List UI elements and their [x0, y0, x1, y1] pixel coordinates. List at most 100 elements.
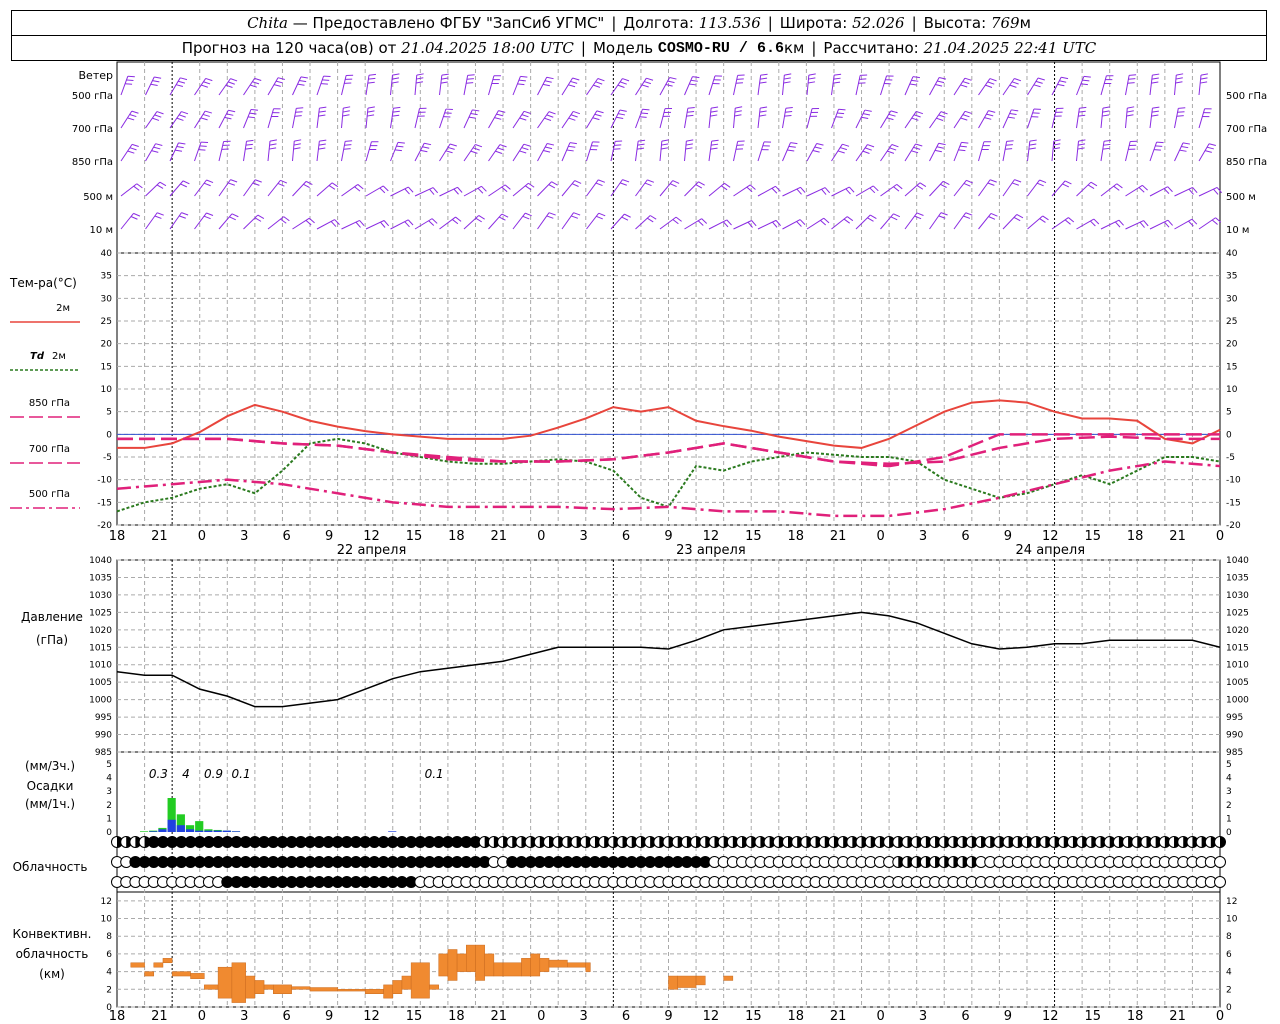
wind-barb-flag	[1039, 179, 1047, 184]
wind-barb-flag	[965, 212, 973, 216]
wind-barb	[904, 212, 918, 230]
wind-barb-flag	[477, 187, 484, 194]
wind-barb	[390, 75, 393, 96]
x-tick-label: 3	[240, 529, 248, 544]
wind-barb-flag	[1216, 187, 1223, 194]
y-tick-label: 10	[101, 385, 113, 395]
wind-barb	[880, 110, 892, 129]
wind-barb-flag	[498, 110, 506, 113]
wind-barb-flag	[428, 220, 435, 226]
wind-barb-flag	[1007, 116, 1015, 119]
legend-label: 2м	[52, 351, 66, 362]
wind-barb	[1198, 108, 1206, 129]
x-tick-label: 18	[1127, 1009, 1144, 1024]
wind-barb-flag	[619, 109, 627, 112]
wind-barb-flag	[621, 216, 629, 221]
x-tick-label: 21	[830, 1009, 847, 1024]
wind-barb-flag	[391, 81, 399, 84]
wind-barb	[929, 181, 944, 197]
x-tick-label: 6	[622, 529, 630, 544]
wind-barb	[1149, 186, 1168, 197]
wind-barb-flag	[617, 84, 625, 88]
wind-barb-flag	[249, 84, 257, 88]
x-tick-label: 0	[876, 529, 884, 544]
wind-barb-flag	[886, 117, 894, 121]
wind-barb-flag	[888, 113, 896, 117]
wind-barb	[635, 215, 651, 230]
x-tick-label: 12	[703, 529, 720, 544]
wind-barb-flag	[1035, 80, 1043, 84]
wind-barb	[978, 110, 989, 129]
wind-barb-flag	[545, 146, 553, 150]
wind-barb	[463, 185, 482, 197]
conv-cloud-bar	[466, 944, 476, 972]
wind-barb-flag	[1016, 214, 1024, 219]
wind-barb-flag	[342, 110, 350, 113]
wind-barb-flag	[231, 213, 239, 218]
wind-barb-flag	[205, 77, 213, 82]
temp-series-line	[116, 460, 1221, 518]
y-tick-label: 4	[106, 968, 112, 978]
wind-barb-flag	[432, 187, 439, 194]
precip-bar	[185, 829, 195, 832]
conv-cloud-bar	[291, 986, 311, 990]
wind-barb	[488, 213, 503, 230]
forecast-label: Прогноз на 120 часа(ов) от	[181, 39, 397, 57]
precip-1h-label: (мм/1ч.)	[25, 797, 75, 811]
wind-barb	[782, 75, 785, 96]
alt-unit: м	[1019, 14, 1031, 32]
wind-barb-flag	[617, 113, 626, 116]
precip-bar	[167, 798, 176, 832]
wind-barb-flag	[568, 84, 576, 88]
wind-barb-flag	[870, 214, 877, 219]
wind-barb-flag	[1200, 73, 1208, 76]
wind-barb-flag	[466, 82, 474, 84]
wind-barb-flag	[429, 188, 435, 195]
wind-barb-flag	[734, 110, 742, 113]
wind-barb-flag	[686, 114, 694, 117]
wind-barb-flag	[1078, 143, 1086, 146]
wind-barb-flag	[808, 81, 816, 84]
wind-barb-flag	[988, 110, 996, 113]
wind-barb	[1125, 75, 1130, 96]
subtitle-bar: Прогноз на 120 часа(ов) от 21.04.2025 18…	[11, 35, 1267, 61]
x-tick-label: 12	[363, 529, 380, 544]
wind-barb	[757, 185, 776, 197]
wind-barb-flag	[912, 76, 920, 79]
wind-barb-flag	[843, 218, 850, 224]
wind-barb	[1100, 75, 1107, 96]
wind-barb-flag	[566, 149, 574, 152]
wind-barb-flag	[133, 185, 140, 191]
wind-barb	[169, 77, 181, 96]
wind-barb	[120, 183, 138, 197]
pressure-unit: (гПа)	[36, 633, 68, 647]
wind-barb-flag	[796, 221, 802, 227]
wind-barb-flag	[126, 79, 134, 82]
wind-barb	[341, 108, 344, 129]
wind-barb	[488, 144, 501, 162]
wind-barb	[929, 111, 942, 129]
wind-barb-flag	[669, 183, 677, 187]
wind-barb-flag	[447, 146, 455, 150]
wind-barb-flag	[1200, 77, 1208, 80]
wind-barb	[218, 213, 233, 230]
wind-barb-flag	[294, 139, 302, 142]
wind-barb	[561, 180, 576, 197]
wind-barb-flag	[523, 110, 531, 114]
x-tick-label: 9	[664, 1009, 672, 1024]
wind-barb-flag	[986, 113, 994, 117]
wind-barb-flag	[331, 182, 339, 188]
wind-barb-flag	[1126, 110, 1134, 113]
wind-barb	[341, 184, 359, 197]
legend-label: 2м	[56, 303, 70, 314]
wind-barb	[659, 180, 674, 197]
wind-barb	[218, 141, 225, 162]
wind-barb	[1198, 187, 1218, 197]
wind-barb-flag	[675, 216, 682, 222]
wind-barb-flag	[837, 150, 845, 154]
conv-cloud-bar	[309, 987, 338, 992]
wind-barb-flag	[734, 114, 742, 117]
x-tick-label: 18	[109, 1009, 126, 1024]
wind-barb	[561, 111, 574, 129]
x-tick-label: 21	[151, 529, 168, 544]
